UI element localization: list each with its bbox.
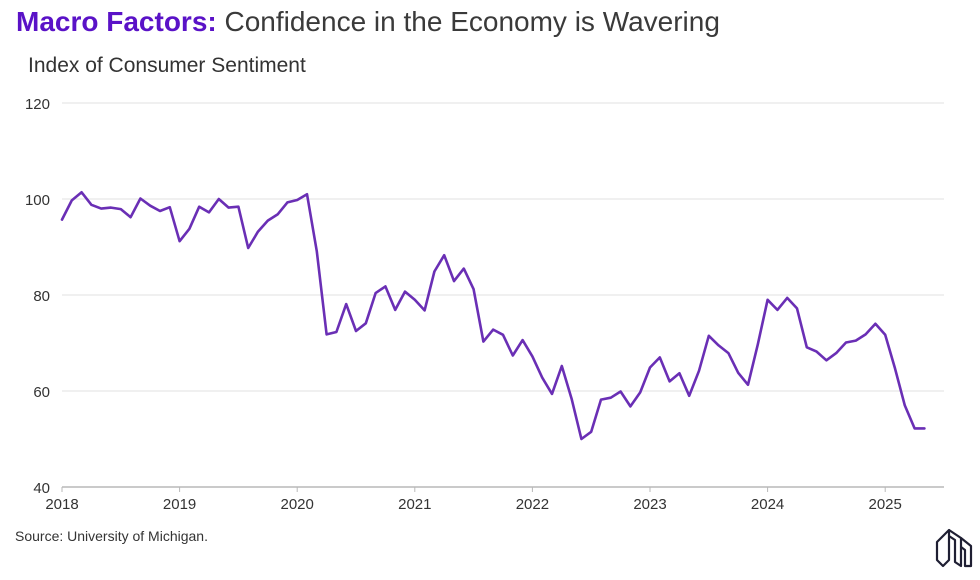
- title-brand: Macro Factors:: [16, 6, 217, 37]
- y-tick-label: 120: [25, 96, 50, 113]
- y-axis-ticks: 40 60 80 100 120: [25, 96, 50, 497]
- chart-title: Macro Factors: Confidence in the Economy…: [16, 6, 720, 38]
- x-tick-label: 2018: [45, 496, 78, 513]
- x-axis-ticks: 2018 2019 2020 2021 2022 2023 2024 2025: [45, 487, 902, 513]
- x-tick-label: 2025: [869, 496, 902, 513]
- chart-subtitle: Index of Consumer Sentiment: [28, 54, 306, 77]
- x-tick-label: 2023: [633, 496, 666, 513]
- grid-layer: [62, 102, 944, 488]
- x-tick-label: 2020: [281, 496, 314, 513]
- x-tick-label: 2021: [398, 496, 431, 513]
- x-tick-label: 2022: [516, 496, 549, 513]
- source-note: Source: University of Michigan.: [15, 528, 208, 544]
- title-text: Confidence in the Economy is Wavering: [216, 6, 720, 37]
- series-line-consumer-sentiment: [60, 191, 926, 441]
- x-tick-label: 2019: [163, 496, 196, 513]
- brand-logo-icon: [935, 528, 973, 568]
- y-tick-label: 40: [33, 480, 50, 497]
- y-tick-label: 60: [33, 384, 50, 401]
- series-layer: [60, 191, 926, 441]
- y-tick-label: 80: [33, 288, 50, 305]
- x-tick-label: 2024: [751, 496, 784, 513]
- y-tick-label: 100: [25, 192, 50, 209]
